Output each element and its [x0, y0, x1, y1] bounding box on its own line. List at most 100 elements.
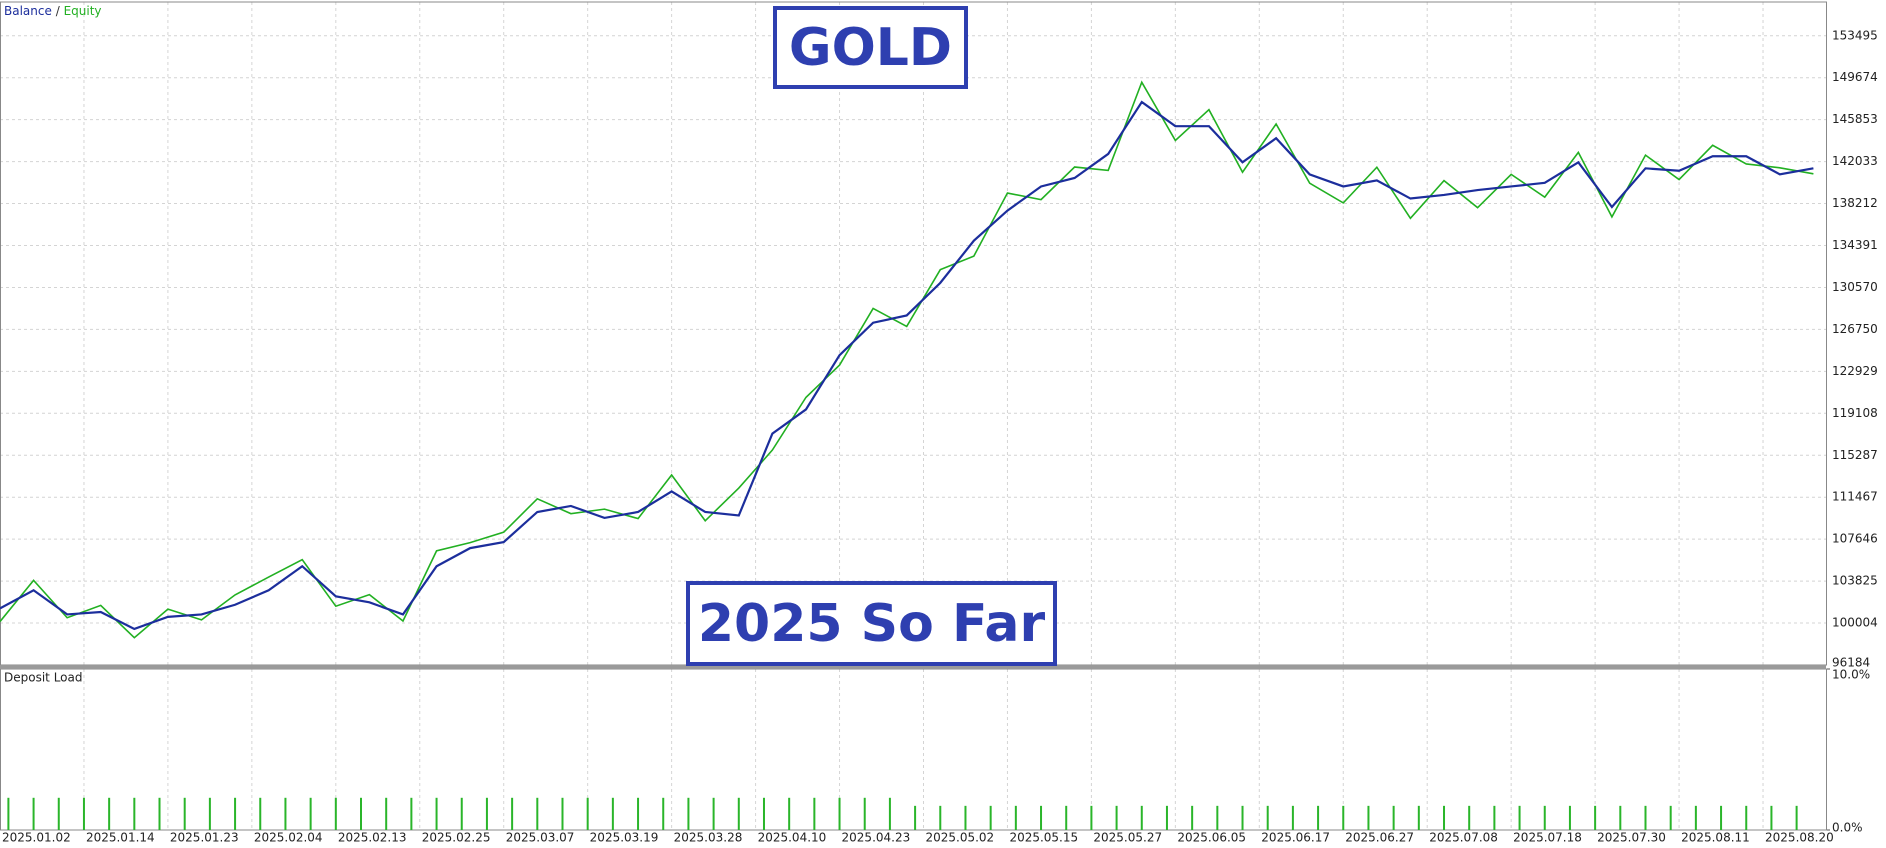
- legend-entry: Equity: [63, 4, 102, 18]
- bar: [914, 805, 917, 830]
- bar: [939, 805, 942, 830]
- bar: [1770, 805, 1773, 830]
- bar: [284, 797, 287, 830]
- bar: [1014, 805, 1017, 830]
- y-tick-label: 153495: [1832, 28, 1878, 42]
- annotation: GOLD: [773, 6, 968, 89]
- bar: [158, 797, 161, 830]
- series-line: [0, 80, 1814, 639]
- bar: [662, 797, 665, 830]
- bar: [57, 797, 60, 830]
- y-tick-label: 138212: [1832, 196, 1878, 210]
- bar: [586, 797, 589, 830]
- bar: [410, 797, 413, 830]
- bar: [788, 797, 791, 830]
- bar: [7, 797, 10, 830]
- bar: [1543, 805, 1546, 830]
- bar: [1216, 805, 1219, 830]
- x-tick-label: 2025.02.04: [254, 831, 323, 845]
- bar: [1367, 805, 1370, 830]
- bar: [1493, 805, 1496, 830]
- bar: [1392, 805, 1395, 830]
- y-tick-label: 142033: [1832, 154, 1878, 168]
- bar: [813, 797, 816, 830]
- series-line: [0, 100, 1814, 631]
- x-tick-label: 2025.07.18: [1513, 831, 1582, 845]
- bar: [511, 797, 514, 830]
- bar: [1115, 805, 1118, 830]
- bar: [838, 797, 841, 830]
- bar: [687, 797, 690, 830]
- bar: [1266, 805, 1269, 830]
- bar: [1468, 805, 1471, 830]
- x-tick-label: 2025.06.27: [1345, 831, 1414, 845]
- bar: [460, 797, 463, 830]
- y-tick-label: 96184: [1832, 656, 1870, 670]
- y-tick-label: 145853: [1832, 112, 1878, 126]
- bar: [737, 797, 740, 830]
- y-tick-label: 115287: [1832, 448, 1878, 462]
- y-tick-label: 119108: [1832, 406, 1878, 420]
- x-tick-label: 2025.06.05: [1177, 831, 1246, 845]
- panel-title: Deposit Load: [4, 671, 82, 685]
- x-tick-label: 2025.01.23: [170, 831, 239, 845]
- bar: [1795, 805, 1798, 830]
- y-tick-label: 103825: [1832, 574, 1878, 588]
- bar: [863, 797, 866, 830]
- bar: [1745, 805, 1748, 830]
- y-tick-label: 122929: [1832, 364, 1878, 378]
- bar: [762, 797, 765, 830]
- bar: [32, 797, 35, 830]
- bar: [1644, 805, 1647, 830]
- bar: [1518, 805, 1521, 830]
- bar: [208, 797, 211, 830]
- x-tick-label: 2025.05.15: [1009, 831, 1078, 845]
- bar: [1090, 805, 1093, 830]
- x-tick-label: 2025.02.13: [338, 831, 407, 845]
- bar: [1065, 805, 1068, 830]
- bar: [234, 797, 237, 830]
- bar: [1140, 805, 1143, 830]
- x-tick-label: 2025.07.08: [1429, 831, 1498, 845]
- y-tick-label: 107646: [1832, 532, 1878, 546]
- bar: [183, 797, 186, 830]
- bar: [1694, 805, 1697, 830]
- bar: [1291, 805, 1294, 830]
- bar: [360, 797, 363, 830]
- bar: [1191, 805, 1194, 830]
- y-tick-label: 134391: [1832, 238, 1878, 252]
- bar: [1417, 805, 1420, 830]
- y-tick-label: 149674: [1832, 70, 1878, 84]
- bar: [989, 805, 992, 830]
- bar: [1568, 805, 1571, 830]
- bar: [536, 797, 539, 830]
- bar: [1317, 805, 1320, 830]
- bar: [133, 797, 136, 830]
- x-tick-label: 2025.03.28: [674, 831, 743, 845]
- x-tick-label: 2025.06.17: [1261, 831, 1330, 845]
- x-tick-label: 2025.08.20: [1765, 831, 1834, 845]
- legend-separator: /: [55, 4, 60, 18]
- x-tick-label: 2025.05.02: [925, 831, 994, 845]
- bar: [712, 797, 715, 830]
- bar: [1040, 805, 1043, 830]
- bar: [1443, 805, 1446, 830]
- x-tick-label: 2025.01.02: [2, 831, 71, 845]
- bar: [888, 797, 891, 830]
- x-tick-label: 2025.05.27: [1093, 831, 1162, 845]
- bar: [1619, 805, 1622, 830]
- annotation: 2025 So Far: [686, 581, 1057, 666]
- x-tick-label: 2025.02.25: [422, 831, 491, 845]
- y-tick-label: 130570: [1832, 280, 1878, 294]
- panel-separator: [0, 665, 1826, 669]
- bar: [1594, 805, 1597, 830]
- legend: Balance / Equity: [4, 4, 102, 18]
- legend-entry: Balance: [4, 4, 52, 18]
- bar: [964, 805, 967, 830]
- y-tick-label: 126750: [1832, 322, 1878, 336]
- bar: [1165, 805, 1168, 830]
- x-tick-label: 2025.01.14: [86, 831, 155, 845]
- y-tick-label: 0.0%: [1832, 821, 1863, 835]
